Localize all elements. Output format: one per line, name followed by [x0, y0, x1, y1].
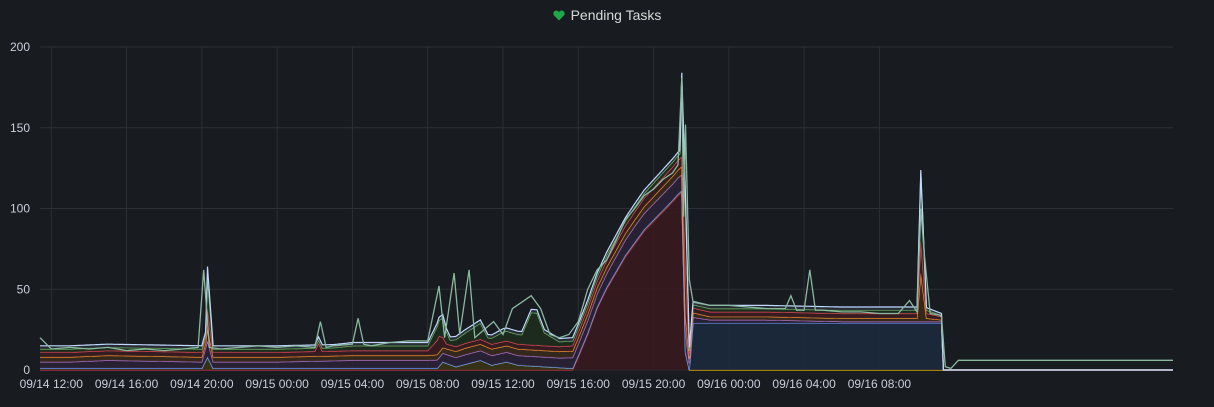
- x-tick-label: 09/15 20:00: [622, 377, 686, 391]
- x-tick-label: 09/15 12:00: [471, 377, 535, 391]
- y-tick-label: 50: [17, 282, 31, 296]
- y-tick-label: 200: [10, 40, 30, 54]
- panel-title: Pending Tasks: [570, 7, 662, 23]
- series-line-total: [39, 77, 1173, 370]
- series-area-0: [40, 192, 1173, 370]
- x-tick-label: 09/16 08:00: [848, 377, 912, 391]
- y-tick-label: 150: [10, 121, 30, 135]
- y-tick-label: 100: [10, 202, 30, 216]
- x-tick-label: 09/16 00:00: [697, 377, 761, 391]
- x-tick-label: 09/14 16:00: [95, 377, 159, 391]
- x-tick-label: 09/15 00:00: [245, 377, 309, 391]
- x-tick-label: 09/14 12:00: [20, 377, 84, 391]
- x-tick-label: 09/15 04:00: [321, 377, 385, 391]
- x-tick-label: 09/15 16:00: [547, 377, 611, 391]
- x-tick-label: 09/15 08:00: [396, 377, 460, 391]
- panel-header[interactable]: Pending Tasks: [0, 0, 1214, 30]
- x-tick-label: 09/16 04:00: [772, 377, 836, 391]
- x-tick-label: 09/14 20:00: [170, 377, 234, 391]
- series-area-2: [40, 190, 1173, 370]
- heart-icon: [552, 10, 565, 20]
- series-area-5: [40, 156, 1173, 370]
- y-tick-label: 0: [23, 363, 30, 377]
- series-line-7: [40, 72, 1173, 371]
